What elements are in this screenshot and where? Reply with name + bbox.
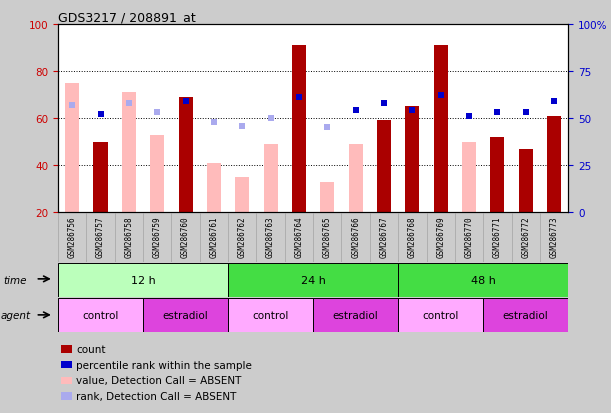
Bar — [65, 83, 79, 213]
Bar — [313, 298, 398, 332]
Bar — [235, 178, 249, 213]
Bar — [207, 164, 221, 213]
Bar — [150, 135, 164, 213]
Bar — [519, 149, 533, 213]
Text: time: time — [3, 275, 26, 285]
Bar — [292, 46, 306, 213]
Text: 24 h: 24 h — [301, 275, 326, 285]
Bar — [122, 93, 136, 213]
Bar — [462, 142, 476, 213]
Bar — [490, 138, 505, 213]
Bar — [398, 263, 568, 297]
Text: rank, Detection Call = ABSENT: rank, Detection Call = ABSENT — [76, 391, 236, 401]
Text: GSM286770: GSM286770 — [464, 216, 474, 257]
Text: control: control — [82, 310, 119, 320]
Bar — [483, 298, 568, 332]
Bar — [143, 298, 228, 332]
Text: estradiol: estradiol — [333, 310, 379, 320]
Text: GSM286769: GSM286769 — [436, 216, 445, 257]
Text: GSM286767: GSM286767 — [379, 216, 389, 257]
Bar — [228, 298, 313, 332]
Text: GSM286759: GSM286759 — [153, 216, 162, 257]
Text: GSM286762: GSM286762 — [238, 216, 247, 257]
Text: GSM286760: GSM286760 — [181, 216, 190, 257]
Text: GSM286766: GSM286766 — [351, 216, 360, 257]
Bar — [228, 263, 398, 297]
Text: control: control — [252, 310, 289, 320]
Text: GSM286763: GSM286763 — [266, 216, 275, 257]
Text: 12 h: 12 h — [131, 275, 155, 285]
Text: count: count — [76, 344, 106, 354]
Text: GSM286758: GSM286758 — [125, 216, 133, 257]
Bar — [434, 46, 448, 213]
Text: agent: agent — [1, 310, 31, 320]
Bar — [263, 145, 278, 213]
Text: GSM286765: GSM286765 — [323, 216, 332, 257]
Text: percentile rank within the sample: percentile rank within the sample — [76, 360, 252, 370]
Bar — [348, 145, 363, 213]
Bar — [405, 107, 419, 213]
Text: GSM286757: GSM286757 — [96, 216, 105, 257]
Text: GSM286773: GSM286773 — [549, 216, 558, 257]
Bar — [93, 142, 108, 213]
Text: GSM286771: GSM286771 — [493, 216, 502, 257]
Text: GDS3217 / 208891_at: GDS3217 / 208891_at — [58, 11, 196, 24]
Bar — [58, 298, 143, 332]
Text: GSM286761: GSM286761 — [210, 216, 219, 257]
Text: GSM286768: GSM286768 — [408, 216, 417, 257]
Text: value, Detection Call = ABSENT: value, Detection Call = ABSENT — [76, 375, 242, 385]
Text: control: control — [422, 310, 459, 320]
Bar — [398, 298, 483, 332]
Bar — [58, 263, 228, 297]
Bar — [320, 182, 334, 213]
Text: 48 h: 48 h — [470, 275, 496, 285]
Text: GSM286756: GSM286756 — [68, 216, 77, 257]
Text: estradiol: estradiol — [163, 310, 208, 320]
Bar — [377, 121, 391, 213]
Bar — [547, 116, 561, 213]
Text: GSM286764: GSM286764 — [295, 216, 304, 257]
Bar — [178, 97, 192, 213]
Text: estradiol: estradiol — [503, 310, 549, 320]
Text: GSM286772: GSM286772 — [521, 216, 530, 257]
